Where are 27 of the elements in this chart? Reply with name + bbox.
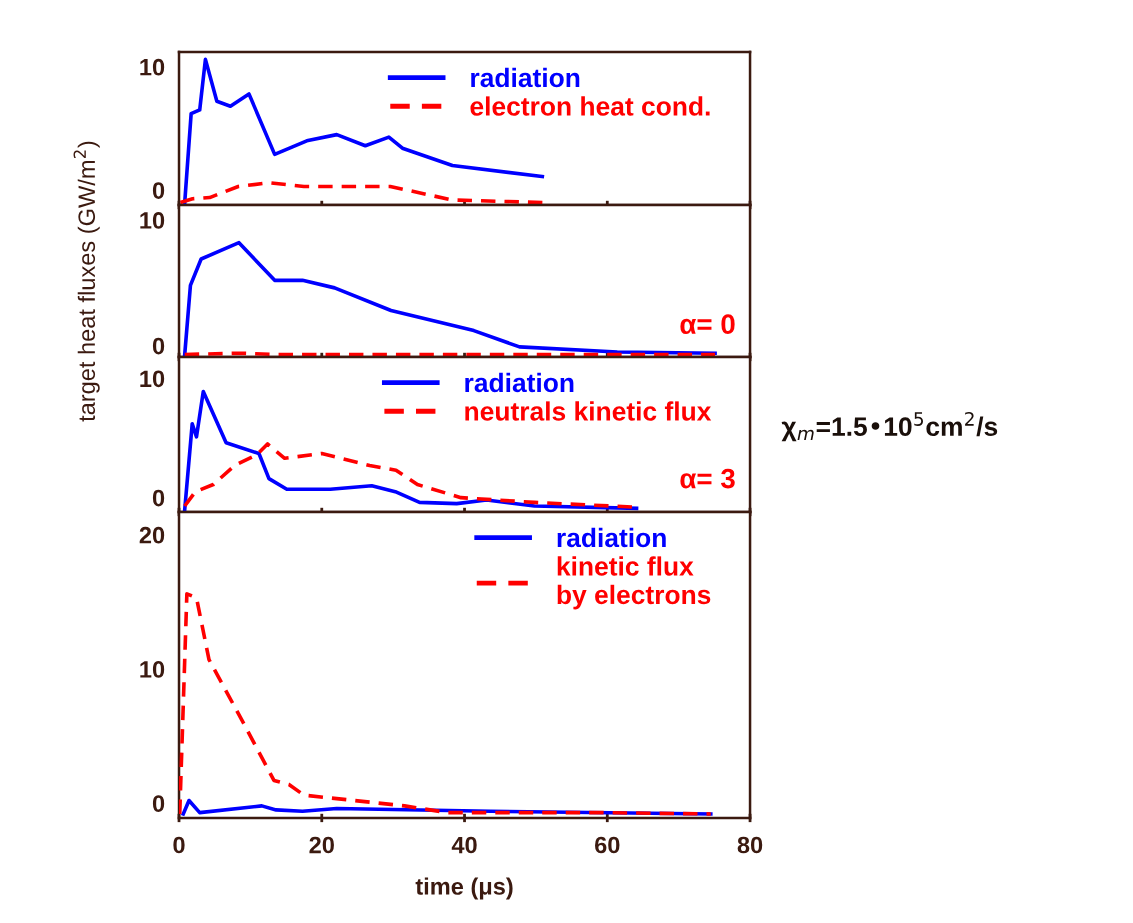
text: χ$_{m}$=1.5•10$^{5}$cm$^{2}$/s (781, 411, 998, 442)
y-tick-label: 10 (140, 370, 165, 388)
y-axis-title: target heat fluxes (GW/m$^{2}$) (73, 141, 100, 422)
legend-label: radiation (471, 67, 580, 88)
y-tick-label: 10 (140, 58, 165, 76)
x-tick-label: 40 (451, 836, 477, 854)
legend-label: radiation (465, 372, 574, 393)
y-tick-label: 0 (152, 182, 165, 199)
y-tick-label: 0 (152, 795, 165, 812)
x-tick-label: 0 (173, 836, 185, 854)
y-tick-label: 10 (140, 661, 165, 678)
annotation: α= 0 (680, 314, 735, 335)
legend-label: kinetic flux by electrons (557, 556, 711, 610)
y-tick-label: 10 (140, 212, 165, 229)
legend-label: neutrals kinetic flux (465, 401, 712, 421)
x-tick-label: 60 (595, 836, 620, 854)
annotation: α= 3 (680, 468, 735, 489)
line-series (179, 180, 545, 205)
y-tick-label: 20 (139, 526, 165, 544)
legend-label: electron heat cond. (470, 96, 710, 116)
legend-label: radiation (557, 527, 666, 548)
y-tick-label: 0 (152, 489, 165, 507)
y-tick-label: 0 (152, 337, 165, 355)
x-tick-label: 20 (309, 836, 334, 854)
line-series (182, 240, 717, 357)
x-tick-label: 80 (737, 836, 763, 854)
x-axis-title: time (μs) (415, 877, 513, 900)
